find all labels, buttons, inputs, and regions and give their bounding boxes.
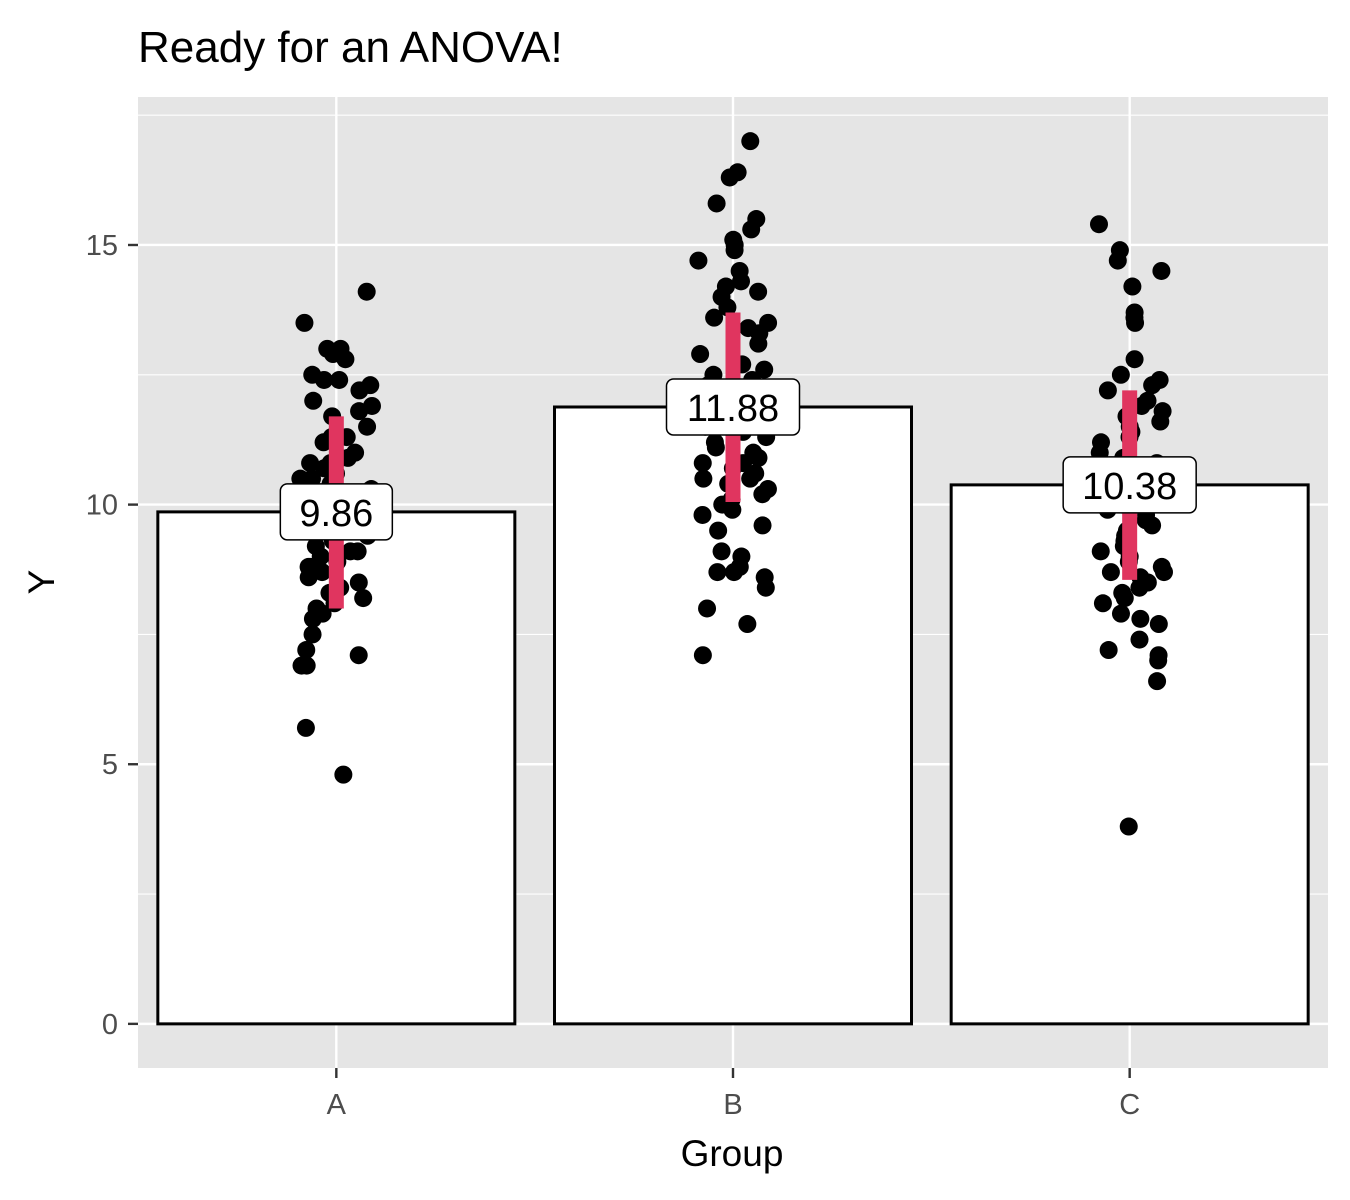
data-point-B (756, 578, 775, 597)
data-point-B (691, 345, 710, 364)
chart-title: Ready for an ANOVA! (138, 23, 563, 72)
data-point-A (334, 765, 353, 784)
data-point-A (303, 625, 322, 644)
x-axis-title: Group (681, 1133, 784, 1174)
data-point-B (723, 500, 742, 519)
data-point-C (1149, 615, 1168, 634)
mean-label-box-C (1062, 456, 1197, 514)
y-tick-label: 15 (86, 230, 118, 262)
data-point-A (357, 282, 376, 301)
y-tick-label: 10 (86, 490, 118, 522)
data-point-A (358, 417, 377, 436)
bars (156, 405, 1310, 1026)
data-point-C (1143, 516, 1162, 535)
data-point-B (707, 194, 726, 213)
y-tick-label: 5 (102, 749, 118, 781)
mean-label-C: 10.38 (1082, 466, 1177, 508)
data-point-C (1098, 381, 1117, 400)
data-point-A (330, 370, 349, 389)
data-point-B (712, 542, 731, 561)
data-point-B (694, 469, 713, 488)
data-point-A (314, 433, 333, 452)
data-point-A (354, 589, 373, 608)
data-point-A (350, 402, 369, 421)
data-point-B (720, 168, 739, 187)
data-point-B (738, 615, 757, 634)
data-point-B (755, 360, 774, 379)
data-point-C (1152, 261, 1171, 280)
data-point-B (741, 469, 760, 488)
data-point-B (749, 448, 768, 467)
data-point-B (749, 282, 768, 301)
y-axis-title: Y (21, 570, 62, 595)
data-point-A (315, 370, 334, 389)
data-point-C (1091, 542, 1110, 561)
data-point-C (1151, 412, 1170, 431)
data-point-B (725, 241, 744, 260)
data-point-C (1101, 563, 1120, 582)
data-point-B (732, 272, 751, 291)
x-tick-label: B (723, 1089, 742, 1121)
data-point-A (299, 568, 318, 587)
data-point-A (304, 391, 323, 410)
data-point-A (336, 350, 355, 369)
axes: 0 5 10 15 A B C (86, 230, 1140, 1121)
data-point-B (709, 521, 728, 540)
data-point-C (1108, 251, 1127, 270)
data-point-C (1125, 350, 1144, 369)
data-point-C (1119, 817, 1138, 836)
data-point-A (295, 313, 314, 332)
data-point-B (693, 505, 712, 524)
data-point-B (741, 132, 760, 151)
data-point-C (1154, 563, 1173, 582)
data-point-C (1130, 630, 1149, 649)
data-point-A (297, 641, 316, 660)
data-point-B (693, 646, 712, 665)
data-point-C (1111, 604, 1130, 623)
data-point-B (753, 516, 772, 535)
data-point-C (1149, 651, 1168, 670)
data-point-C (1130, 578, 1149, 597)
data-point-C (1126, 313, 1145, 332)
mean-label-A: 9.86 (299, 493, 373, 535)
mean-label-box-A (279, 483, 394, 541)
data-point-C (1093, 594, 1112, 613)
data-point-C (1131, 609, 1150, 628)
data-point-B (742, 220, 761, 239)
data-point-A (301, 454, 320, 473)
data-point-B (705, 308, 724, 327)
x-tick-label: C (1119, 1089, 1140, 1121)
data-point-A (350, 381, 369, 400)
data-point-A (348, 542, 367, 561)
data-point-C (1089, 215, 1108, 234)
data-point-B (706, 438, 725, 457)
data-point-B (693, 454, 712, 473)
data-point-C (1099, 641, 1118, 660)
data-point-B (749, 334, 768, 353)
data-point-B (698, 599, 717, 618)
data-point-B (724, 563, 743, 582)
mean-label-B: 11.88 (687, 388, 779, 430)
data-point-B (718, 298, 737, 317)
data-point-B (753, 485, 772, 504)
data-point-A (349, 646, 368, 665)
x-tick-label: A (327, 1089, 347, 1121)
data-point-C (1148, 672, 1167, 691)
data-point-B (708, 563, 727, 582)
mean-label-box-B (665, 378, 801, 436)
data-point-A (296, 718, 315, 737)
data-point-C (1143, 376, 1162, 395)
data-point-A (349, 573, 368, 592)
data-point-A (303, 609, 322, 628)
data-point-C (1111, 365, 1130, 384)
data-point-A (297, 656, 316, 675)
y-tick-label: 0 (102, 1009, 118, 1041)
mean-labels: 9.86 11.88 10.38 (279, 378, 1197, 541)
data-point-C (1123, 277, 1142, 296)
data-point-C (1115, 589, 1134, 608)
data-point-B (689, 251, 708, 270)
